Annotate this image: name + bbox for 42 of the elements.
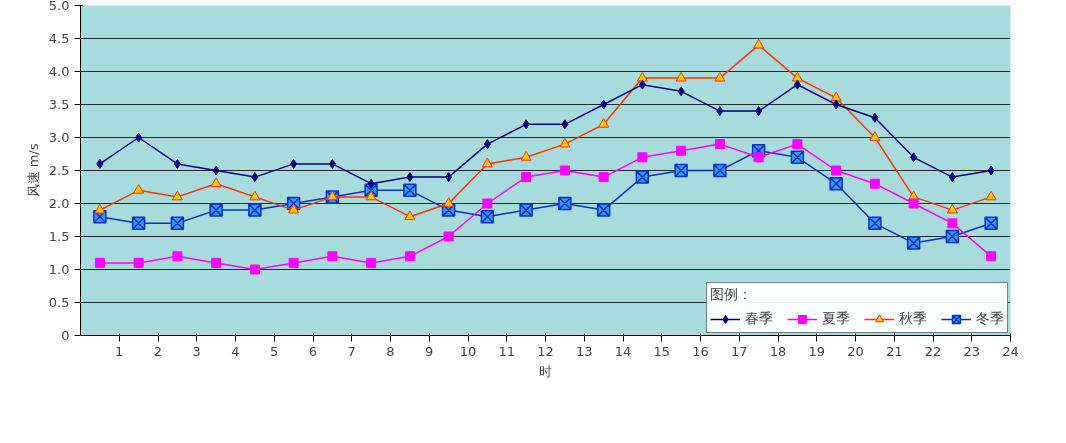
x-tick-label: 5 — [270, 343, 279, 359]
x-tick-label: 22 — [924, 343, 942, 359]
legend-label: 春季 — [745, 310, 773, 328]
x-tick-label: 12 — [537, 343, 554, 359]
x-tick-label: 15 — [653, 343, 671, 359]
x-tick-label: 6 — [308, 343, 318, 359]
x-tick-label: 10 — [459, 343, 477, 359]
y-tick-label: 4.0 — [48, 64, 70, 79]
y-tick-label: 3.0 — [48, 130, 70, 145]
y-tick-label: 0 — [61, 328, 70, 343]
x-tick-label: 1 — [115, 343, 124, 359]
x-tick-label: 8 — [386, 343, 395, 359]
x-tick-label: 20 — [847, 343, 864, 359]
x-tick-label: 2 — [153, 343, 163, 359]
legend-title: 图例： — [710, 286, 753, 304]
x-tick-label: 17 — [730, 343, 748, 359]
y-tick-label: 5.0 — [48, 0, 70, 13]
y-tick-label: 4.5 — [48, 31, 70, 46]
y-tick-label: 3.5 — [48, 97, 70, 112]
legend-label: 夏季 — [822, 310, 850, 328]
y-tick-label: 0.5 — [48, 295, 70, 310]
y-axis-title: 风速 m/s — [25, 143, 41, 198]
legend-label: 冬季 — [976, 310, 1004, 328]
x-tick-label: 23 — [963, 343, 981, 359]
x-tick-label: 7 — [347, 343, 356, 359]
x-tick-label: 18 — [769, 343, 787, 359]
x-tick-label: 4 — [231, 343, 240, 359]
x-tick-label: 9 — [425, 343, 434, 359]
x-tick-label: 3 — [192, 343, 201, 359]
x-tick-label: 16 — [692, 343, 709, 359]
x-tick-label: 24 — [1002, 343, 1019, 359]
legend-label: 秋季 — [899, 310, 927, 328]
x-tick-label: 21 — [885, 343, 903, 359]
y-tick-label: 1.0 — [48, 262, 70, 277]
y-tick-label: 1.5 — [48, 229, 70, 244]
y-tick-label: 2.5 — [48, 163, 70, 178]
x-tick-label: 13 — [575, 343, 593, 359]
x-tick-label: 19 — [808, 343, 826, 359]
x-tick-label: 11 — [498, 343, 516, 359]
y-tick-label: 2.0 — [48, 196, 70, 211]
x-axis-title: 时 — [539, 363, 552, 379]
x-tick-label: 14 — [614, 343, 632, 359]
